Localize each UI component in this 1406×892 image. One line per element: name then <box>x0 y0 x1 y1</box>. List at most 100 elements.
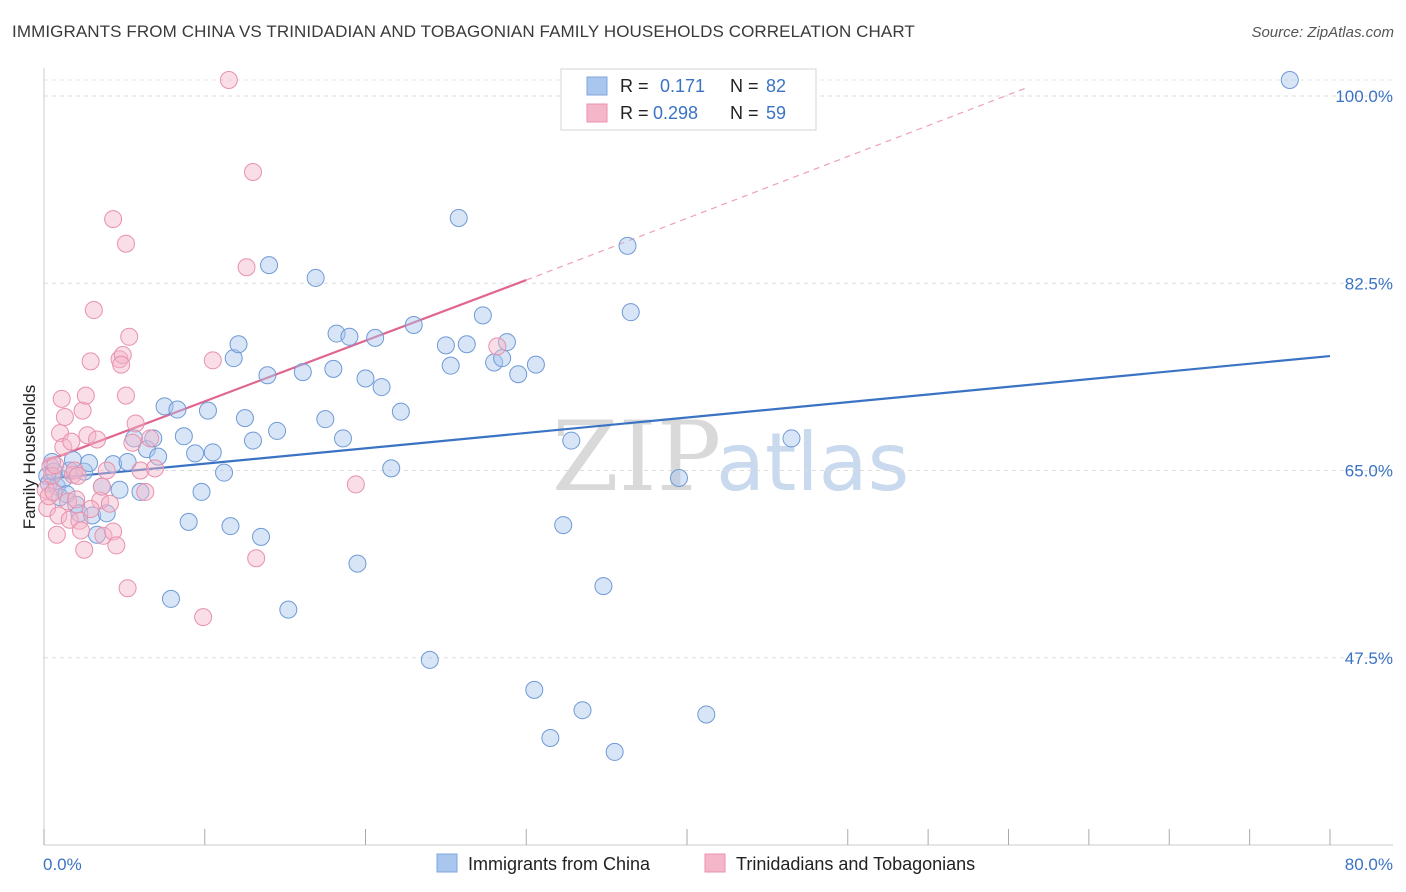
data-point <box>118 452 137 471</box>
data-point <box>260 256 279 275</box>
chart-title: IMMIGRANTS FROM CHINA VS TRINIDADIAN AND… <box>12 22 915 41</box>
data-point <box>110 480 129 499</box>
data-point <box>562 431 581 450</box>
data-point <box>669 469 688 488</box>
data-point <box>333 429 352 448</box>
data-point <box>141 429 160 448</box>
data-point <box>366 328 385 347</box>
data-point <box>192 482 211 501</box>
data-point <box>382 459 401 478</box>
series-legend: Immigrants from China Trinidadians and T… <box>436 853 975 874</box>
legend-r-label-2: R = <box>620 103 649 123</box>
data-point <box>116 234 135 253</box>
data-point <box>46 456 65 475</box>
data-point <box>92 477 111 496</box>
legend-r-value-1: 0.171 <box>660 76 705 96</box>
x-tick-label-max: 80.0% <box>1345 855 1393 874</box>
data-point <box>104 210 123 229</box>
data-point <box>372 378 391 397</box>
legend-swatch-blue <box>586 76 608 96</box>
data-point <box>621 303 640 322</box>
data-point <box>488 337 507 356</box>
watermark-zip: ZIP <box>552 401 721 513</box>
data-points <box>36 71 1299 761</box>
y-tick-label: 100.0% <box>1335 87 1393 106</box>
data-point <box>47 525 66 544</box>
data-point <box>203 351 222 370</box>
data-point <box>526 355 545 374</box>
data-point <box>65 461 84 480</box>
data-point <box>247 549 266 568</box>
data-point <box>62 432 81 451</box>
data-point <box>76 386 95 405</box>
data-point <box>219 71 238 89</box>
legend-swatch-pink <box>586 103 608 123</box>
data-point <box>149 447 168 466</box>
data-point <box>782 429 801 448</box>
data-point <box>306 268 325 287</box>
legend-r-value-2: 0.298 <box>653 103 698 123</box>
data-point <box>60 510 79 529</box>
data-point <box>1280 71 1299 89</box>
data-point <box>94 526 113 545</box>
data-point <box>104 522 123 541</box>
source-credit: Source: ZipAtlas.com <box>1251 24 1394 41</box>
y-axis-label: Family Households <box>20 385 39 530</box>
y-tick-label: 82.5% <box>1345 274 1393 293</box>
data-point <box>436 336 455 355</box>
data-point <box>243 431 262 450</box>
data-point <box>174 427 193 446</box>
data-point <box>118 579 137 598</box>
data-point <box>116 386 135 405</box>
data-point <box>404 316 423 335</box>
trend-line-trinidad <box>43 279 527 463</box>
legend-n-label-1: N = <box>730 76 759 96</box>
data-point <box>84 301 103 320</box>
data-point <box>126 414 145 433</box>
data-point <box>70 511 89 530</box>
trend-lines <box>43 87 1331 481</box>
data-point <box>697 705 716 724</box>
x-tick-label-min: 0.0% <box>43 855 82 874</box>
data-point <box>346 475 365 494</box>
data-point <box>509 365 528 384</box>
data-point <box>80 454 99 473</box>
data-point <box>420 650 439 669</box>
data-point <box>168 400 187 419</box>
data-point <box>107 536 126 555</box>
data-point <box>131 461 150 480</box>
data-point <box>221 517 240 536</box>
data-point <box>237 258 256 277</box>
data-point <box>179 512 198 531</box>
series-trinidad <box>36 71 507 627</box>
data-point <box>457 335 476 354</box>
data-point <box>525 680 544 699</box>
data-point <box>68 466 87 485</box>
data-point <box>38 498 57 517</box>
legend-n-value-2: 59 <box>766 103 786 123</box>
data-point <box>258 366 277 385</box>
data-point <box>340 327 359 346</box>
y-tick-label: 65.0% <box>1345 462 1393 481</box>
axes: 47.5% 65.0% 82.5% 100.0% <box>43 68 1393 846</box>
data-point <box>293 363 312 382</box>
correlation-legend: R = 0.171 N = 82 R = 0.298 N = 59 <box>560 68 817 131</box>
data-point <box>71 521 90 540</box>
data-point <box>52 389 71 408</box>
data-point <box>55 408 74 427</box>
data-point <box>316 410 335 429</box>
data-point <box>618 236 637 255</box>
data-point <box>224 349 243 368</box>
data-point <box>100 494 119 513</box>
data-point <box>252 527 271 546</box>
data-point <box>324 359 343 378</box>
data-point <box>67 490 86 509</box>
legend-r-label-1: R = <box>620 76 649 96</box>
data-point <box>186 444 205 463</box>
data-point <box>473 306 492 325</box>
data-point <box>198 401 217 420</box>
data-point <box>235 409 254 428</box>
data-point <box>123 433 142 452</box>
data-point <box>136 482 155 501</box>
